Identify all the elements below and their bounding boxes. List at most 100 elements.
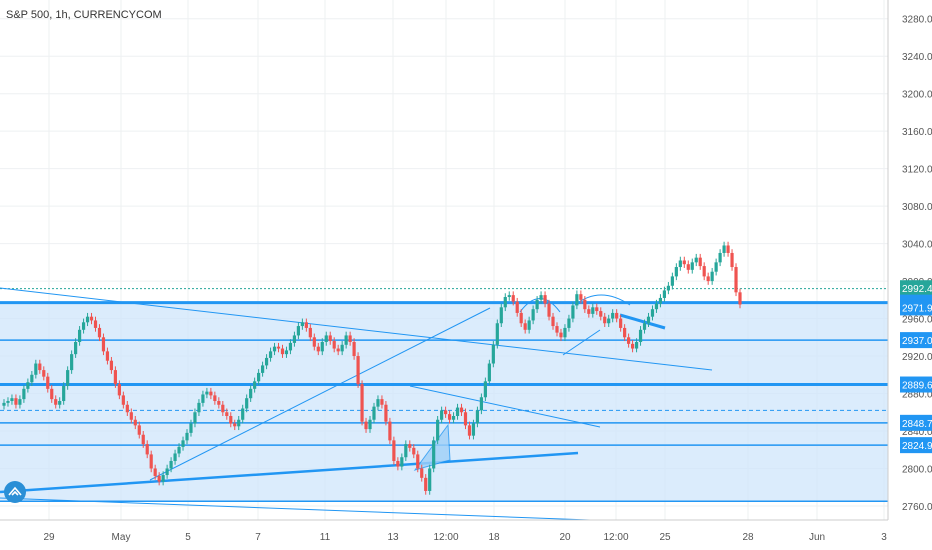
candle-body — [471, 423, 476, 436]
candle-body — [451, 416, 456, 420]
candle-body — [85, 316, 90, 323]
candle-body — [388, 421, 392, 441]
candle-body — [328, 335, 332, 342]
candle-body — [372, 406, 376, 420]
candle-body — [467, 425, 472, 436]
x-tick-label: 5 — [185, 532, 191, 543]
candle-body — [264, 357, 269, 366]
candle-body — [475, 410, 480, 424]
candle-body — [181, 440, 185, 447]
price-label-box — [900, 280, 932, 297]
candle-body — [499, 307, 503, 324]
candle-body — [670, 276, 674, 286]
x-tick-label: 29 — [43, 532, 55, 543]
price-label: 2971.9 — [902, 303, 932, 314]
candle-body — [376, 399, 380, 407]
candle-body — [42, 370, 46, 377]
price-axis-bg — [888, 0, 932, 550]
candle-body — [233, 423, 237, 427]
candle-body — [678, 260, 682, 268]
candle-body — [2, 402, 6, 406]
candle-body — [726, 245, 730, 253]
candle-body — [400, 457, 404, 467]
candle-body — [288, 342, 293, 351]
candle-body — [571, 305, 575, 319]
candle-body — [280, 348, 285, 355]
candle-body — [97, 327, 102, 338]
candle-body — [296, 326, 300, 336]
candle-body — [396, 460, 400, 467]
candle-body — [268, 351, 273, 358]
y-tick-label: 3080.0 — [902, 202, 932, 213]
candle-body — [654, 303, 659, 310]
candle-body — [253, 381, 257, 389]
candle-body — [690, 262, 694, 270]
candle-body — [459, 407, 464, 413]
candle-body — [706, 276, 710, 282]
candle-body — [603, 316, 607, 324]
candle-body — [26, 382, 30, 389]
candle-body — [483, 381, 487, 398]
candle-body — [161, 475, 165, 482]
candle-body — [10, 398, 14, 402]
candle-body — [479, 397, 484, 411]
candle-body — [420, 468, 424, 478]
candle-body — [129, 412, 133, 420]
candle-body — [125, 404, 129, 413]
candle-body — [662, 290, 667, 298]
candle-body — [54, 399, 58, 405]
candle-body — [658, 297, 663, 304]
tradingview-logo-icon — [4, 481, 26, 503]
y-tick-label: 2920.0 — [902, 352, 932, 363]
candle-body — [380, 399, 384, 405]
candle-body — [503, 297, 507, 308]
price-label: 2848.7 — [902, 419, 932, 430]
x-tick-label: 3 — [881, 532, 887, 543]
candle-body — [368, 419, 372, 430]
candle-body — [70, 354, 74, 371]
candle-body — [225, 412, 229, 416]
candle-body — [209, 391, 213, 396]
candle-body — [595, 307, 599, 312]
candle-body — [642, 323, 647, 330]
candle-body — [579, 294, 583, 300]
candle-body — [567, 318, 571, 328]
candle-body — [300, 322, 304, 327]
candle-body — [344, 335, 348, 345]
candle-body — [249, 388, 253, 399]
x-tick-label: 28 — [742, 532, 754, 543]
candle-body — [432, 440, 436, 469]
price-label: 2824.9 — [902, 441, 932, 452]
x-tick-label: May — [112, 532, 131, 543]
candle-body — [702, 266, 706, 277]
candle-body — [213, 395, 217, 402]
candle-body — [133, 419, 137, 426]
x-tick-label: 7 — [255, 532, 261, 543]
candle-body — [308, 327, 312, 338]
candle-body — [320, 341, 324, 352]
candle-body — [531, 309, 535, 321]
candle-body — [495, 323, 499, 345]
candle-body — [527, 320, 531, 330]
candle-body — [428, 468, 432, 491]
x-tick-label: 20 — [559, 532, 571, 543]
x-tick-label: 12:00 — [433, 532, 458, 543]
candle-body — [619, 318, 623, 328]
symbol-title: S&P 500, 1h, CURRENCYCOM — [6, 9, 162, 21]
candle-body — [257, 372, 261, 382]
zone-rect — [0, 302, 888, 502]
x-tick-label: Jun — [809, 532, 825, 543]
candle-body — [543, 295, 547, 304]
candle-body — [416, 454, 420, 469]
candle-body — [245, 398, 249, 409]
candle-body — [360, 384, 364, 422]
candle-body — [241, 408, 245, 420]
x-tick-label: 13 — [387, 532, 399, 543]
candle-body — [312, 337, 316, 347]
y-tick-label: 2800.0 — [902, 464, 932, 475]
candle-body — [141, 434, 145, 445]
candle-body — [599, 311, 603, 317]
candle-body — [81, 322, 86, 330]
candle-body — [710, 271, 714, 282]
